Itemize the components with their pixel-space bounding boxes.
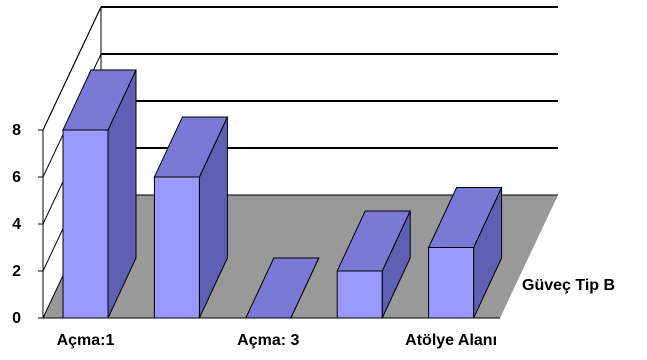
y-tick-label: 8 [12, 122, 21, 139]
side-gridline [42, 6, 102, 131]
bar-front [62, 129, 109, 319]
x-tick-label: Açma:1 [57, 332, 115, 349]
bar [427, 187, 503, 319]
x-tick-label: Atölye Alanı [405, 332, 497, 349]
series-label: Güveç Tip B [522, 277, 615, 294]
x-tick-label: Açma: 3 [237, 332, 299, 349]
bar [153, 116, 229, 319]
bar-front [336, 270, 383, 319]
bar [245, 257, 320, 319]
bar [336, 210, 411, 319]
bar-top [245, 257, 320, 319]
bar-front [153, 176, 200, 319]
bar [62, 69, 137, 319]
bars [62, 69, 503, 319]
labels: 0 2 4 6 8 Açma:1 Açma: 3 Atölye Alanı Güveç Tip … [12, 122, 615, 349]
y-tick-label: 2 [12, 263, 21, 280]
y-tick-label: 6 [12, 169, 21, 186]
y-tick-label: 4 [12, 216, 21, 233]
bar-front [428, 247, 475, 319]
y-tick-label: 0 [12, 310, 21, 327]
